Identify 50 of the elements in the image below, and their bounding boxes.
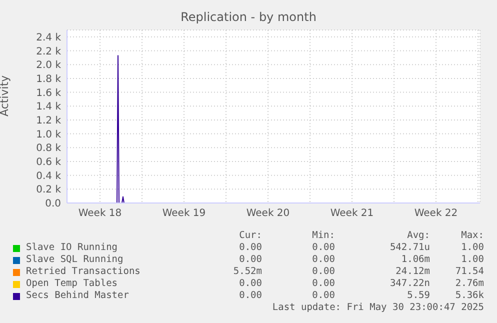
x-tick-label: Week 19 [162,208,206,220]
text: 0.00 [238,242,262,253]
text: 0.00 [312,278,335,289]
text: Max: [461,230,484,241]
y-tick-label: 1.0 k [36,129,62,140]
y-tick-label: 0.8 k [36,143,62,154]
y-tick-label: 2.4 k [36,32,62,44]
y-tick-label: 1.8 k [36,74,62,85]
legend-label: Open Temp Tables [26,278,118,289]
y-axis-title: Activity [0,74,11,116]
text: 5.59 [406,290,430,301]
x-tick-label: Week 18 [78,208,122,220]
text: 1.00 [461,254,484,265]
text: 2.76m [455,278,484,289]
text: 1.06m [400,254,430,265]
text: 347.22n [388,278,430,289]
text: Min: [312,230,335,241]
y-tick-label: 0.4 k [36,170,62,182]
y-tick-label: 1.2 k [36,116,62,127]
text: Last update: Fri May 30 23:00:47 2025 [272,302,484,313]
text: Cur: [238,230,262,241]
chart-title: Replication - by month [180,10,318,24]
y-tick-label: 2.2 k [36,46,62,58]
text: 71.54 [455,266,484,277]
legend-label: Retried Transactions [26,266,140,277]
legend-label: Secs Behind Master [26,290,129,301]
text: 0.00 [312,254,335,265]
y-tick-label: 0.6 k [36,157,62,168]
text: 0.00 [238,254,262,265]
text: Avg: [406,230,430,241]
legend-label: Slave IO Running [26,242,118,253]
text: 24.12m [394,266,430,277]
text: 5.52m [232,266,262,277]
text: 0.00 [312,266,335,277]
y-tick-label: 0.2 k [36,184,62,196]
text: 0.00 [312,242,335,253]
x-tick-label: Week 21 [330,208,374,220]
text: 542.71u [388,242,430,253]
text: 1.00 [461,242,484,253]
legend-label: Slave SQL Running [26,254,124,265]
text: 5.36k [455,290,484,301]
text: 0.00 [238,278,262,289]
y-tick-label: 1.4 k [36,102,62,113]
x-tick-label: Week 22 [414,208,458,220]
y-tick-label: 1.6 k [36,88,62,99]
y-tick-label: 2.0 k [36,60,62,72]
x-tick-label: Week 20 [246,208,290,220]
y-tick-label: 0.0 [45,198,61,210]
text: 0.00 [312,290,335,301]
text: 0.00 [238,290,262,301]
